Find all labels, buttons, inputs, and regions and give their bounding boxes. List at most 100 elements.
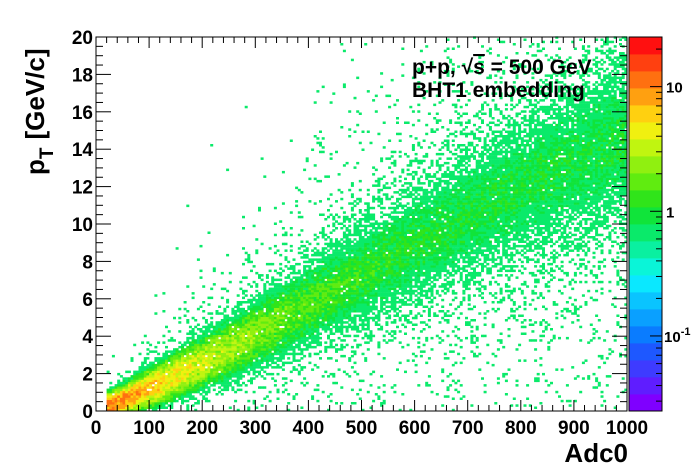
heatmap-cell	[332, 296, 336, 300]
heatmap-cell	[356, 301, 360, 304]
heatmap-cell	[295, 296, 299, 300]
heatmap-cell	[287, 402, 291, 405]
heatmap-cell	[414, 363, 418, 367]
heatmap-cell	[263, 345, 267, 349]
heatmap-cell	[260, 334, 264, 338]
heatmap-cell	[406, 267, 410, 270]
heatmap-cell	[342, 269, 346, 273]
heatmap-cell	[271, 319, 275, 322]
heatmap-cell	[279, 292, 283, 295]
heatmap-cell	[265, 341, 269, 344]
heatmap-cell	[324, 314, 328, 317]
heatmap-cell	[319, 265, 322, 268]
heatmap-cell	[417, 67, 421, 71]
heatmap-cell	[327, 312, 330, 315]
heatmap-cell	[374, 233, 378, 237]
heatmap-cell	[316, 334, 320, 338]
heatmap-cell	[226, 301, 230, 304]
heatmap-cell	[234, 319, 238, 322]
heatmap-cell	[133, 379, 137, 383]
heatmap-cell	[430, 218, 434, 221]
heatmap-cell	[295, 271, 299, 275]
heatmap-cell	[178, 379, 182, 383]
heatmap-cell	[196, 384, 200, 387]
heatmap-cell	[305, 343, 309, 347]
heatmap-cell	[324, 258, 328, 261]
heatmap-cell	[199, 368, 203, 371]
heatmap-cell	[409, 247, 413, 250]
heatmap-cell	[409, 164, 413, 167]
heatmap-cell	[207, 354, 211, 358]
heatmap-cell	[178, 390, 182, 394]
heatmap-cell	[353, 271, 357, 275]
heatmap-cell	[199, 276, 203, 279]
heatmap-cell	[215, 330, 219, 333]
heatmap-cell	[204, 336, 208, 340]
heatmap-cell	[173, 381, 176, 385]
heatmap-cell	[348, 244, 352, 248]
heatmap-cell	[353, 249, 357, 252]
heatmap-cell	[138, 384, 142, 387]
heatmap-cell	[364, 229, 368, 232]
heatmap-cell	[396, 256, 399, 259]
heatmap-cell	[345, 305, 349, 308]
heatmap-cell	[316, 321, 320, 324]
heatmap-cell	[433, 312, 437, 315]
heatmap-cell	[419, 298, 423, 302]
heatmap-cell	[149, 379, 153, 383]
heatmap-cell	[417, 244, 421, 248]
heatmap-cell	[427, 265, 431, 268]
heatmap-cell	[188, 359, 192, 362]
heatmap-cell	[167, 384, 171, 387]
heatmap-cell	[122, 379, 126, 383]
heatmap-cell	[366, 325, 370, 329]
heatmap-cell	[117, 384, 121, 387]
heatmap-cell	[114, 388, 118, 392]
heatmap-cell	[202, 368, 206, 371]
heatmap-cell	[398, 310, 402, 313]
heatmap-cell	[178, 359, 182, 362]
heatmap-cell	[130, 399, 134, 403]
heatmap-cell	[207, 390, 211, 394]
heatmap-cell	[324, 233, 328, 237]
heatmap-cell	[358, 238, 362, 241]
heatmap-cell	[321, 247, 325, 250]
heatmap-cell	[427, 227, 431, 230]
heatmap-cell	[409, 227, 413, 230]
heatmap-cell	[419, 195, 423, 199]
heatmap-cell	[337, 222, 341, 225]
heatmap-cell	[427, 182, 431, 185]
heatmap-cell	[202, 379, 206, 383]
heatmap-cell	[281, 343, 285, 347]
heatmap-cell	[167, 388, 171, 392]
heatmap-cell	[255, 325, 259, 329]
heatmap-cell	[337, 328, 341, 331]
heatmap-cell	[284, 285, 288, 288]
heatmap-cell	[252, 363, 256, 367]
heatmap-cell	[329, 157, 333, 160]
heatmap-cell	[380, 260, 384, 264]
heatmap-cell	[284, 339, 288, 342]
heatmap-cell	[380, 285, 384, 288]
heatmap-cell	[345, 330, 349, 333]
heatmap-cell	[406, 256, 410, 259]
heatmap-cell	[411, 222, 415, 225]
heatmap-cell	[411, 301, 415, 304]
heatmap-cell	[287, 361, 291, 365]
heatmap-cell	[385, 182, 389, 185]
heatmap-cell	[414, 191, 418, 194]
heatmap-cell	[321, 375, 325, 378]
heatmap-cell	[435, 170, 439, 174]
heatmap-cell	[244, 310, 248, 313]
heatmap-cell	[223, 345, 227, 349]
heatmap-cell	[303, 307, 307, 311]
heatmap-cell	[258, 321, 261, 324]
heatmap-cell	[356, 285, 360, 288]
heatmap-cell	[427, 384, 431, 387]
heatmap-cell	[433, 173, 437, 176]
heatmap-cell	[433, 227, 437, 230]
heatmap-cell	[236, 388, 240, 392]
heatmap-cell	[380, 85, 384, 89]
heatmap-cell	[435, 209, 439, 212]
heatmap-cell	[154, 406, 158, 409]
